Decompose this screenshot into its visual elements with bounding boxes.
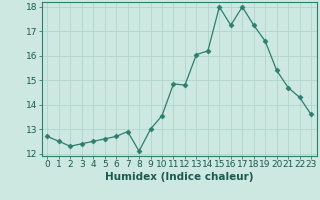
X-axis label: Humidex (Indice chaleur): Humidex (Indice chaleur) (105, 172, 253, 182)
